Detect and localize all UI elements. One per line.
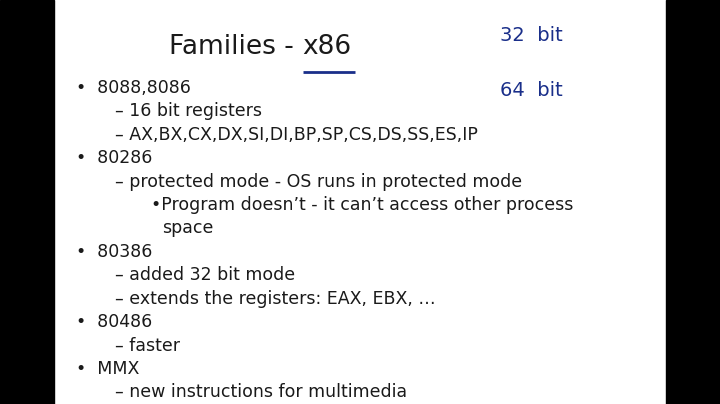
Text: •  80386: • 80386 [76, 243, 152, 261]
Text: – extends the registers: EAX, EBX, …: – extends the registers: EAX, EBX, … [115, 290, 436, 308]
Text: – added 32 bit mode: – added 32 bit mode [115, 266, 295, 284]
Text: •Program doesn’t - it can’t access other process: •Program doesn’t - it can’t access other… [151, 196, 574, 214]
Text: – faster: – faster [115, 337, 180, 355]
Text: – AX,BX,CX,DX,SI,DI,BP,SP,CS,DS,SS,ES,IP: – AX,BX,CX,DX,SI,DI,BP,SP,CS,DS,SS,ES,IP [115, 126, 478, 144]
Text: – new instructions for multimedia: – new instructions for multimedia [115, 383, 408, 402]
Text: space: space [162, 219, 213, 238]
Bar [666, 0, 720, 404]
Text: 64  bit: 64 bit [500, 81, 563, 100]
Text: 32  bit: 32 bit [500, 26, 563, 45]
Text: – protected mode - OS runs in protected mode: – protected mode - OS runs in protected … [115, 173, 522, 191]
Text: •  8088,8086: • 8088,8086 [76, 79, 191, 97]
Bar [0, 0, 54, 404]
Text: •  80486: • 80486 [76, 313, 152, 331]
Text: – 16 bit registers: – 16 bit registers [115, 102, 262, 120]
Text: •  MMX: • MMX [76, 360, 139, 378]
Text: x86: x86 [302, 34, 351, 60]
Text: Families -: Families - [169, 34, 302, 60]
Text: •  80286: • 80286 [76, 149, 152, 167]
